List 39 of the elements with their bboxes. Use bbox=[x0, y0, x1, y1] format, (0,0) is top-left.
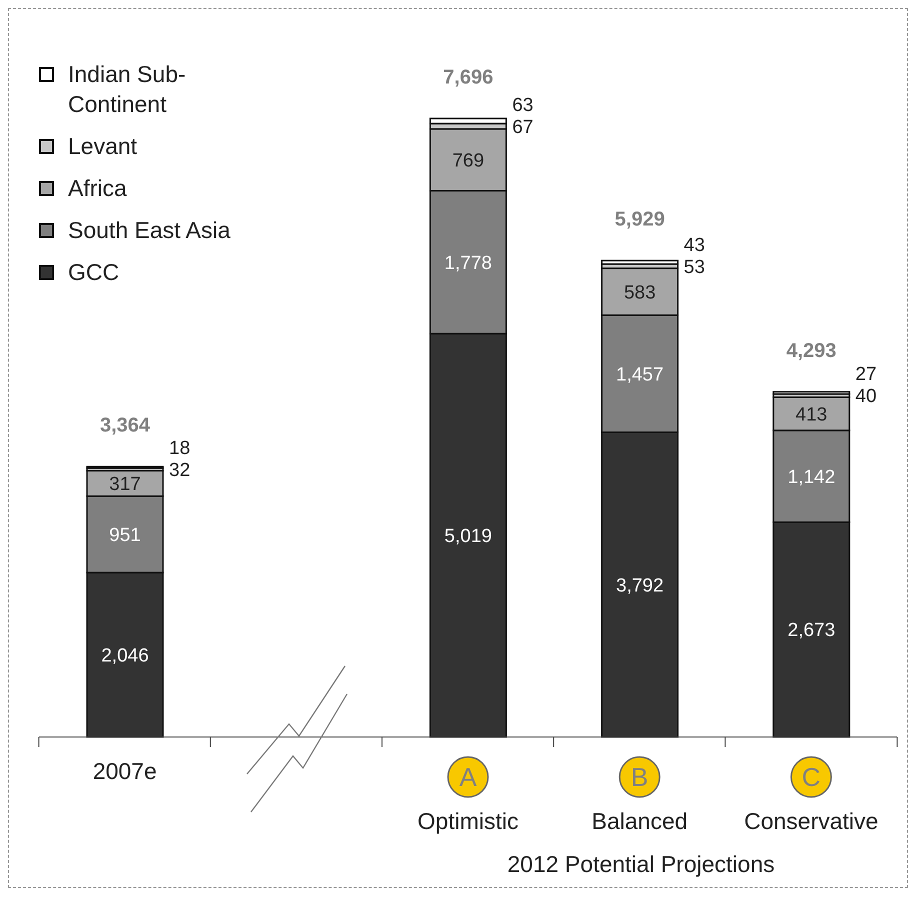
data-label: 1,778 bbox=[444, 252, 492, 274]
legend-label: South East Asia bbox=[68, 216, 232, 245]
data-label: 43 bbox=[684, 234, 705, 256]
x-tick-label: Conservative bbox=[744, 808, 878, 834]
bar bbox=[772, 391, 850, 395]
data-label: 951 bbox=[109, 525, 141, 546]
x-tick-label: Optimistic bbox=[418, 808, 518, 834]
data-label: 2,046 bbox=[101, 645, 149, 666]
total-label: 4,293 bbox=[786, 340, 836, 362]
data-label: 5,019 bbox=[444, 526, 492, 547]
total-label: 5,929 bbox=[614, 208, 665, 231]
legend-label: Levant bbox=[68, 132, 138, 161]
legend-label: Indian Sub-Continent bbox=[68, 60, 187, 119]
x-tick-label: 2007e bbox=[92, 758, 157, 784]
legend-label: GCC bbox=[68, 258, 120, 287]
data-label: 3,792 bbox=[616, 575, 664, 596]
data-label: 67 bbox=[512, 116, 534, 138]
total-label: 3,364 bbox=[100, 414, 151, 437]
data-label: 32 bbox=[169, 460, 190, 482]
data-label: 413 bbox=[796, 404, 828, 426]
text: A bbox=[459, 762, 478, 792]
data-label: 40 bbox=[855, 386, 877, 408]
data-label: 1,142 bbox=[788, 466, 836, 488]
data-label: 63 bbox=[512, 94, 534, 116]
data-label: 2,673 bbox=[788, 620, 836, 642]
x-axis-title: 2012 Potential Projections bbox=[506, 851, 776, 878]
data-label: 1,457 bbox=[616, 364, 664, 386]
total-label: 7,696 bbox=[443, 66, 494, 88]
x-tick-label: Balanced bbox=[592, 808, 688, 834]
data-label: 18 bbox=[169, 438, 190, 460]
text: C bbox=[802, 762, 821, 792]
bar bbox=[601, 260, 679, 265]
data-label: 27 bbox=[855, 364, 877, 386]
data-label: 317 bbox=[109, 474, 141, 496]
data-label: 583 bbox=[624, 282, 656, 304]
data-label: 769 bbox=[452, 150, 484, 172]
text: B bbox=[630, 762, 648, 792]
legend-label: Africa bbox=[68, 174, 128, 203]
data-label: 53 bbox=[684, 256, 705, 278]
